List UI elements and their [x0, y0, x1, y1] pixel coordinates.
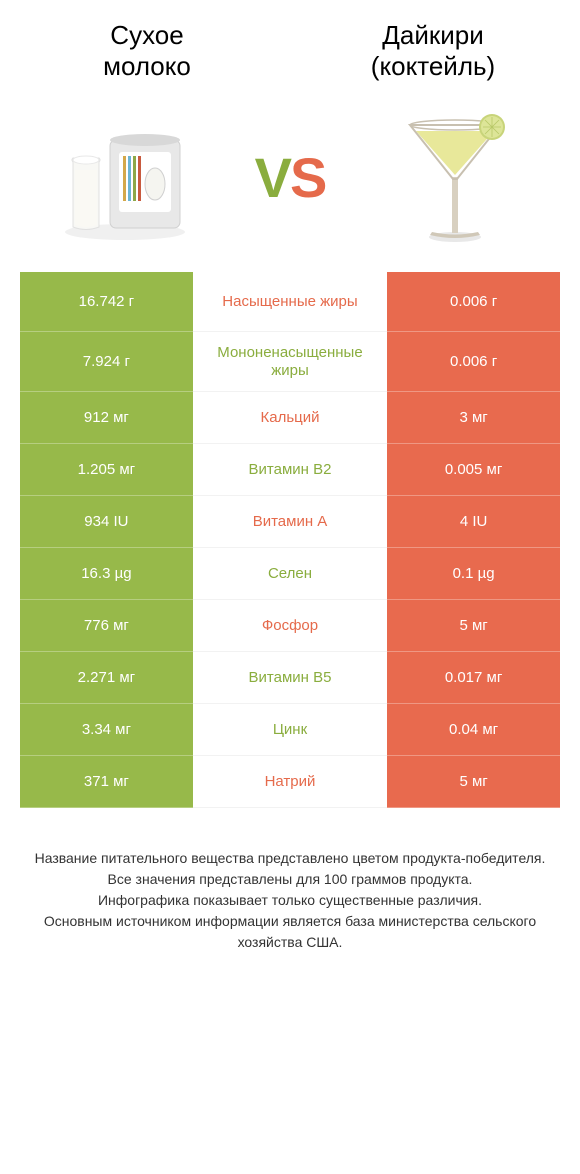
right-title: Дайкири (коктейль)	[316, 20, 550, 82]
table-row: 371 мгНатрий5 мг	[20, 756, 560, 808]
right-title-line2: (коктейль)	[371, 51, 495, 81]
left-title-line1: Сухое	[110, 20, 183, 50]
left-value: 912 мг	[20, 392, 193, 444]
right-title-line1: Дайкири	[382, 20, 483, 50]
right-value: 0.005 мг	[387, 444, 560, 496]
footer-line2: Все значения представлены для 100 граммо…	[20, 869, 560, 890]
table-row: 934 IUВитамин A4 IU	[20, 496, 560, 548]
left-value: 16.742 г	[20, 272, 193, 332]
left-value: 7.924 г	[20, 332, 193, 392]
cocktail-icon	[380, 107, 530, 247]
right-value: 0.006 г	[387, 332, 560, 392]
vs-v: V	[255, 146, 290, 209]
footer-line4: Основным источником информации является …	[20, 911, 560, 953]
left-value: 3.34 мг	[20, 704, 193, 756]
nutrient-label: Витамин A	[193, 496, 387, 548]
left-title-line2: молоко	[103, 51, 191, 81]
nutrient-label: Кальций	[193, 392, 387, 444]
table-row: 2.271 мгВитамин B50.017 мг	[20, 652, 560, 704]
right-value: 5 мг	[387, 600, 560, 652]
header: Сухое молоко Дайкири (коктейль)	[0, 0, 580, 92]
nutrient-label: Натрий	[193, 756, 387, 808]
nutrient-label: Фосфор	[193, 600, 387, 652]
left-value: 776 мг	[20, 600, 193, 652]
comparison-table: 16.742 гНасыщенные жиры0.006 г7.924 гМон…	[0, 272, 580, 808]
vs-s: S	[290, 146, 325, 209]
right-value: 0.1 µg	[387, 548, 560, 600]
left-value: 371 мг	[20, 756, 193, 808]
right-value: 0.017 мг	[387, 652, 560, 704]
nutrient-label: Насыщенные жиры	[193, 272, 387, 332]
footer: Название питательного вещества представл…	[0, 808, 580, 973]
nutrient-label: Селен	[193, 548, 387, 600]
right-value: 3 мг	[387, 392, 560, 444]
nutrient-label: Витамин B5	[193, 652, 387, 704]
nutrient-label: Витамин B2	[193, 444, 387, 496]
left-title: Сухое молоко	[30, 20, 264, 82]
table-row: 16.3 µgСелен0.1 µg	[20, 548, 560, 600]
footer-line3: Инфографика показывает только существенн…	[20, 890, 560, 911]
left-value: 16.3 µg	[20, 548, 193, 600]
images-row: VS	[0, 92, 580, 272]
footer-line1: Название питательного вещества представл…	[20, 848, 560, 869]
right-value: 0.006 г	[387, 272, 560, 332]
left-value: 1.205 мг	[20, 444, 193, 496]
table-row: 1.205 мгВитамин B20.005 мг	[20, 444, 560, 496]
nutrient-label: Мононенасыщенные жиры	[193, 332, 387, 392]
right-value: 0.04 мг	[387, 704, 560, 756]
right-value: 4 IU	[387, 496, 560, 548]
table-row: 912 мгКальций3 мг	[20, 392, 560, 444]
right-value: 5 мг	[387, 756, 560, 808]
nutrient-label: Цинк	[193, 704, 387, 756]
table-row: 7.924 гМононенасыщенные жиры0.006 г	[20, 332, 560, 392]
left-value: 934 IU	[20, 496, 193, 548]
milk-icon	[50, 107, 200, 247]
table-row: 3.34 мгЦинк0.04 мг	[20, 704, 560, 756]
vs-label: VS	[255, 145, 326, 210]
left-value: 2.271 мг	[20, 652, 193, 704]
table-row: 776 мгФосфор5 мг	[20, 600, 560, 652]
table-row: 16.742 гНасыщенные жиры0.006 г	[20, 272, 560, 332]
